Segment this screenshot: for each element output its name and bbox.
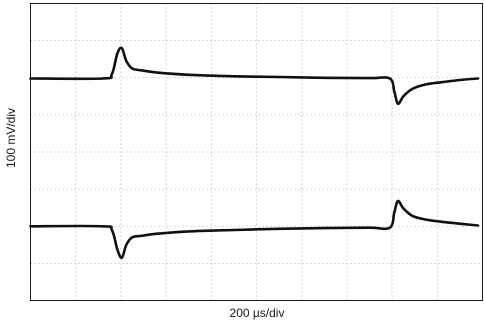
waveform-trace-1 xyxy=(29,46,480,106)
graticule-grid xyxy=(30,3,483,301)
x-axis-label: 200 µs/div xyxy=(230,306,285,320)
plot-frame xyxy=(30,3,483,301)
waveform-trace-2 xyxy=(29,199,480,260)
waveform-traces xyxy=(29,46,480,260)
y-axis-label: 100 mV/div xyxy=(4,108,18,168)
